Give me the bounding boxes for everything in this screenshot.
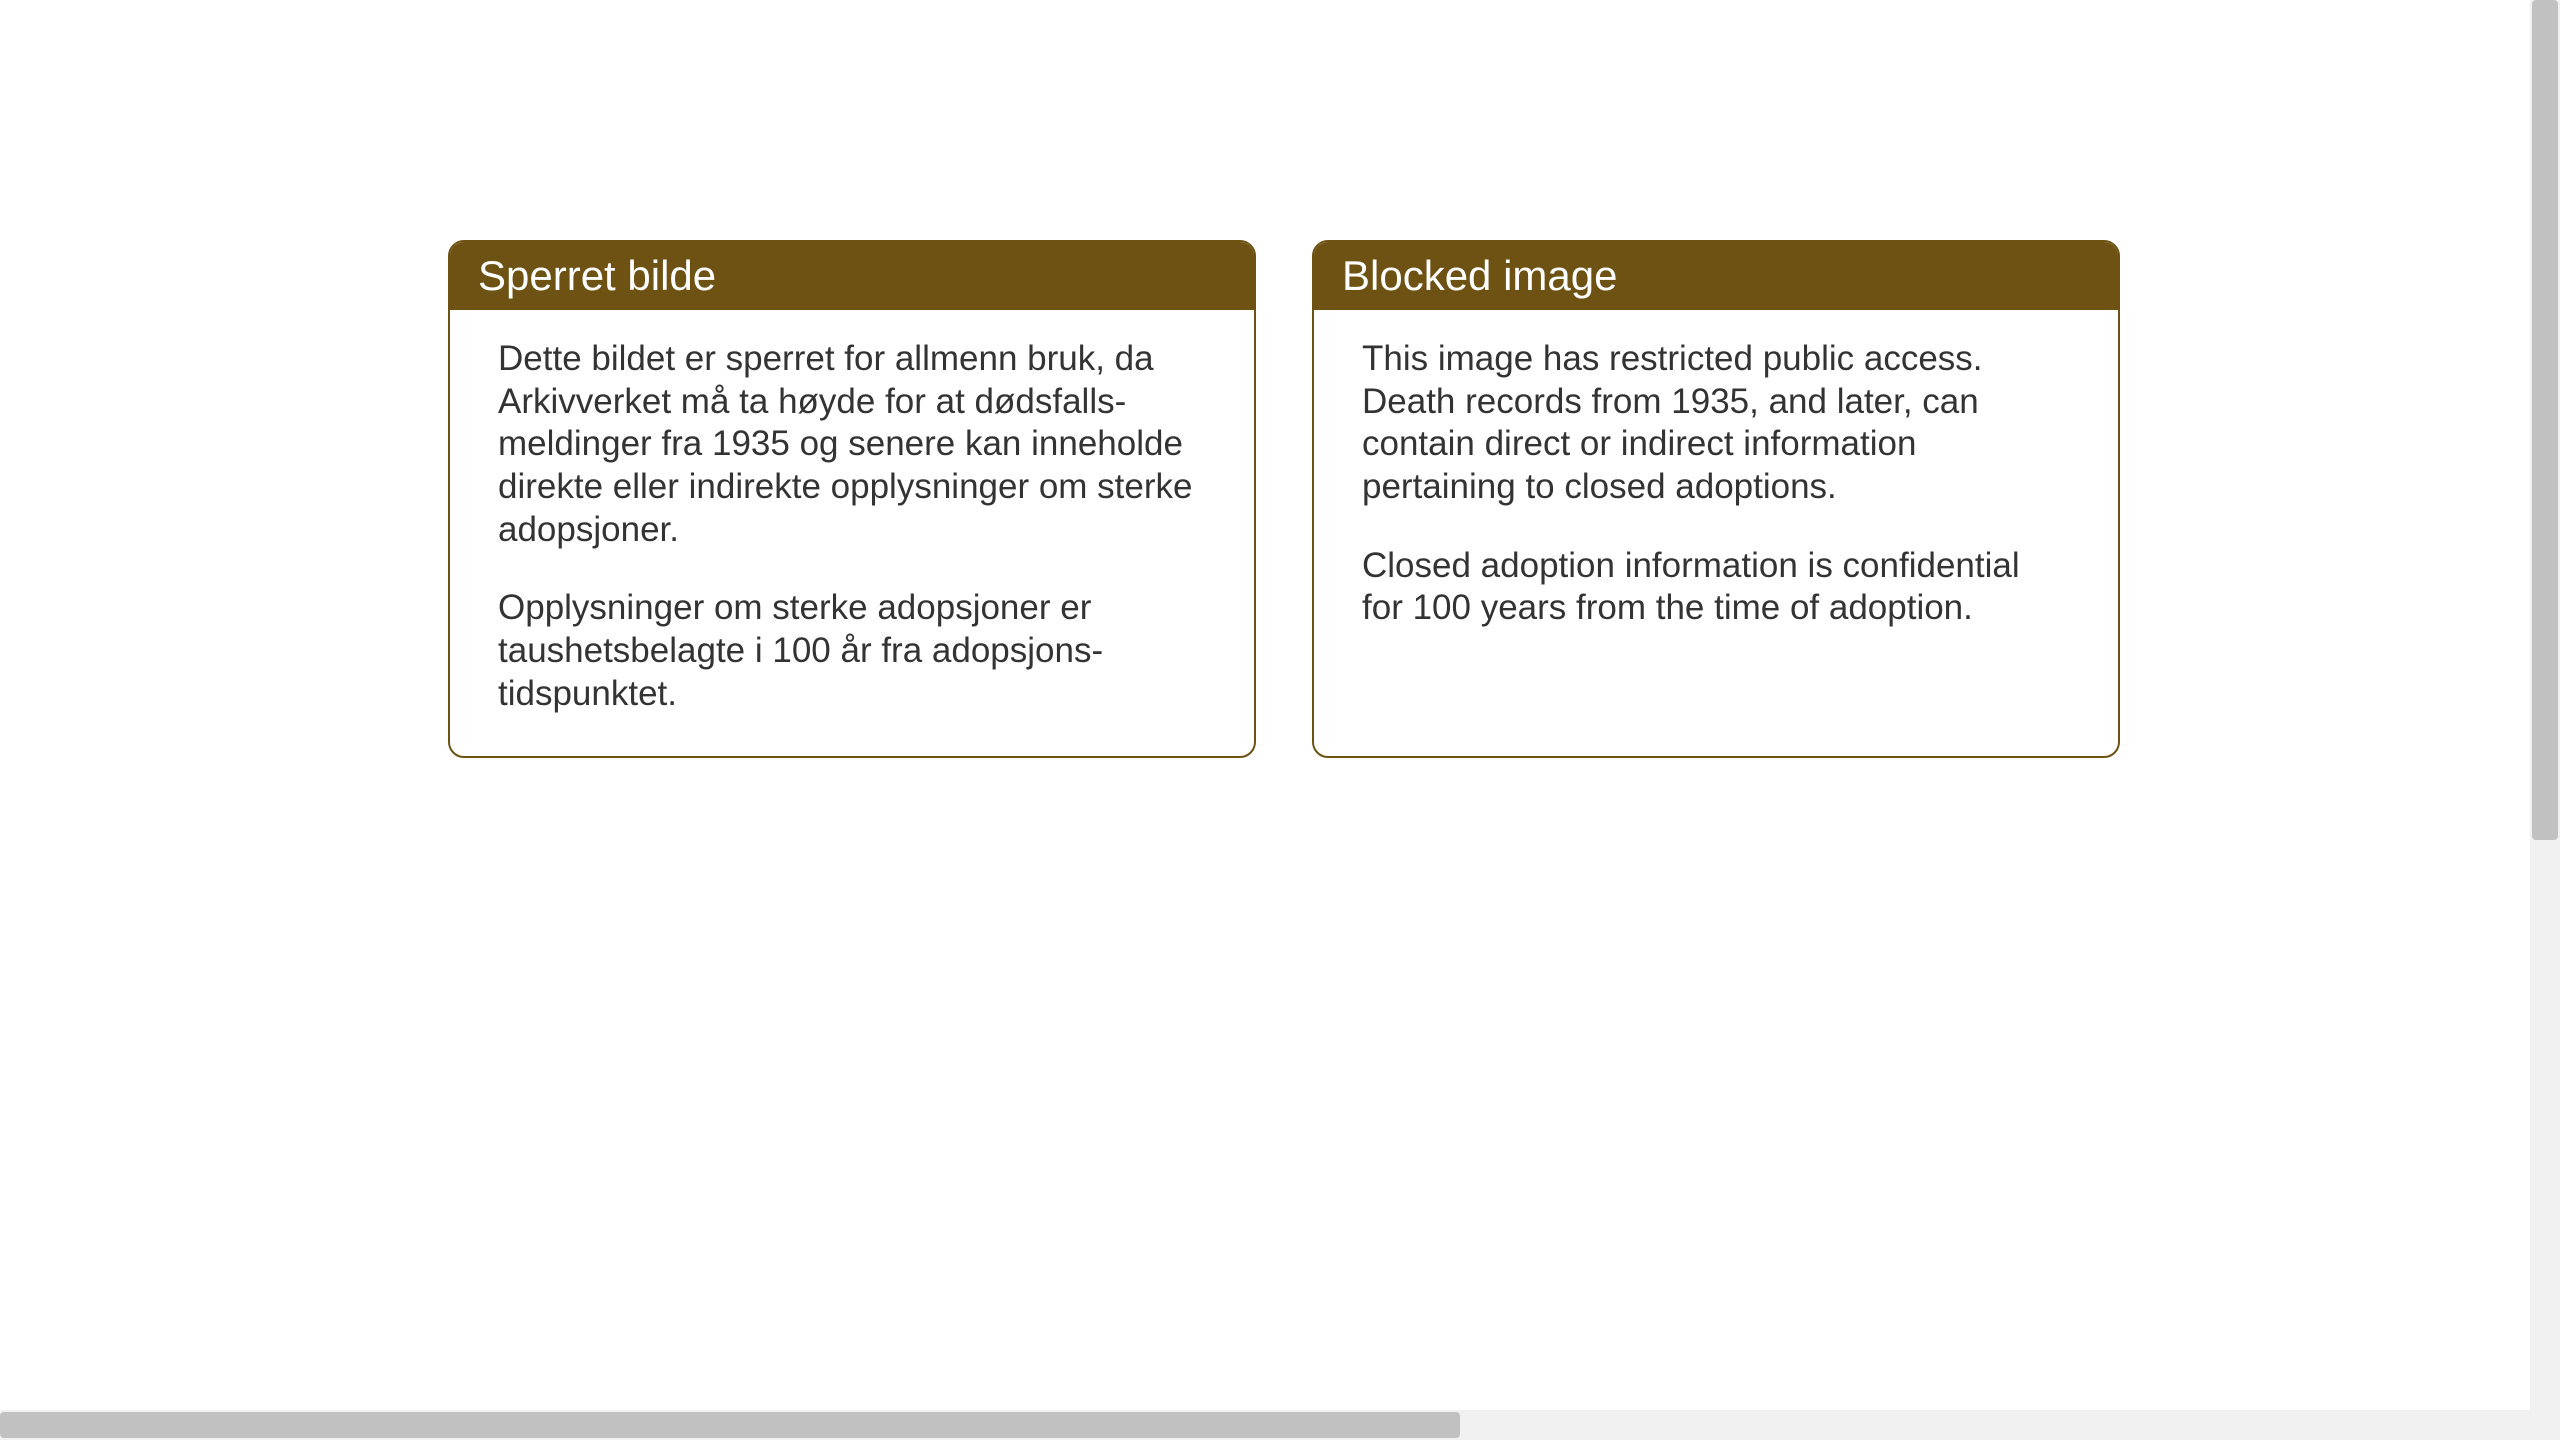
notice-paragraph-1-norwegian: Dette bildet er sperret for allmenn bruk… [498, 338, 1206, 551]
notice-paragraph-1-english: This image has restricted public access.… [1362, 338, 2070, 509]
notice-title-english: Blocked image [1342, 252, 1617, 299]
vertical-scrollbar-track[interactable] [2530, 0, 2560, 1440]
notice-paragraph-2-norwegian: Opplysninger om sterke adopsjoner er tau… [498, 587, 1206, 715]
horizontal-scrollbar-track[interactable] [0, 1410, 2530, 1440]
vertical-scrollbar-thumb[interactable] [2532, 0, 2558, 840]
notice-container: Sperret bilde Dette bildet er sperret fo… [448, 240, 2120, 758]
horizontal-scrollbar-thumb[interactable] [0, 1412, 1460, 1438]
notice-title-norwegian: Sperret bilde [478, 252, 716, 299]
notice-header-english: Blocked image [1314, 242, 2118, 310]
notice-paragraph-2-english: Closed adoption information is confident… [1362, 545, 2070, 630]
notice-card-norwegian: Sperret bilde Dette bildet er sperret fo… [448, 240, 1256, 758]
notice-header-norwegian: Sperret bilde [450, 242, 1254, 310]
notice-body-norwegian: Dette bildet er sperret for allmenn bruk… [450, 310, 1254, 756]
notice-body-english: This image has restricted public access.… [1314, 310, 2118, 670]
notice-card-english: Blocked image This image has restricted … [1312, 240, 2120, 758]
